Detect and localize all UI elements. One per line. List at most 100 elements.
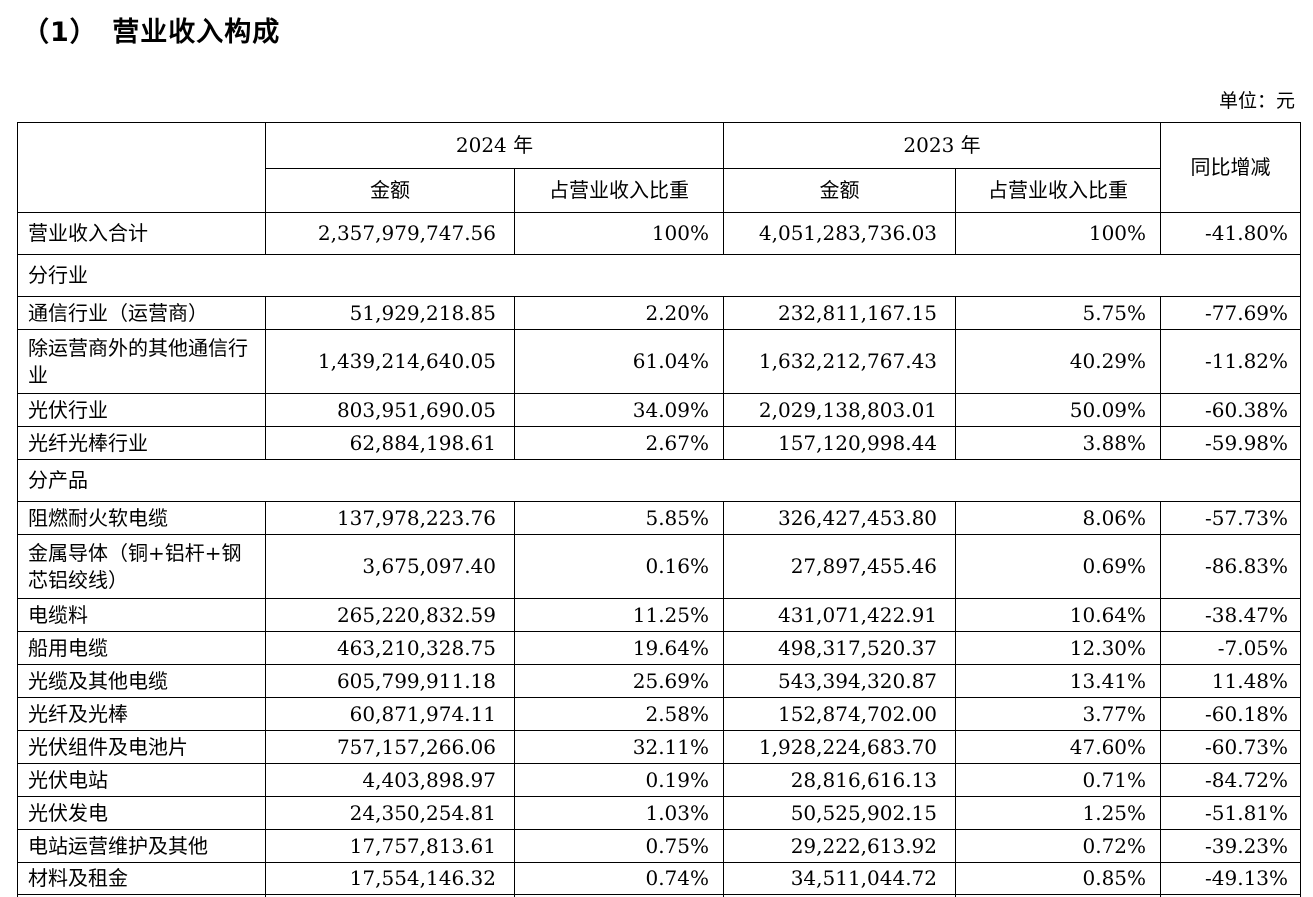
table-row: 营业收入合计 2,357,979,747.56 100% 4,051,283,736.…	[17, 212, 1302, 255]
cell-amount-2024: 3,675,097.40	[265, 534, 515, 599]
row-label: 阻燃耐火软电缆	[17, 501, 266, 535]
cell-amount-2024: 4,403,898.97	[265, 763, 515, 797]
cell-amount-2024: 60,871,974.11	[265, 697, 515, 731]
header-amount-2023: 金额	[723, 168, 957, 213]
cell-yoy: -38.47%	[1160, 598, 1302, 632]
cell-amount-2024: 757,157,266.06	[265, 730, 515, 764]
table-row: 金属导体（铜+铝杆+钢芯铝绞线） 3,675,097.40 0.16% 27,897,…	[17, 534, 1302, 599]
cell-amount-2023: 1,632,212,767.43	[723, 329, 957, 394]
cell-proportion-2024: 0.16%	[513, 534, 725, 599]
cell-yoy: -84.72%	[1160, 763, 1302, 797]
cell-proportion-2024: 0.74%	[513, 862, 725, 895]
cell-yoy: -57.73%	[1160, 501, 1302, 535]
table-row: 阻燃耐火软电缆 137,978,223.76 5.85% 326,427,453.80…	[17, 501, 1302, 535]
cell-proportion-2023: 0.85%	[955, 862, 1162, 895]
partial-cell	[1160, 894, 1302, 897]
cell-amount-2024: 17,757,813.61	[265, 829, 515, 863]
cell-proportion-2024: 32.11%	[513, 730, 725, 764]
cell-amount-2023: 543,394,320.87	[723, 664, 957, 698]
table-row: 材料及租金 17,554,146.32 0.74% 34,511,044.72 0.85…	[17, 862, 1302, 895]
section-row: 分产品	[16, 459, 1302, 502]
page-title: （1） 营业收入构成	[22, 17, 281, 48]
row-label: 通信行业（运营商）	[17, 296, 266, 330]
table-row: 光纤及光棒 60,871,974.11 2.58% 152,874,702.00 3.7…	[17, 697, 1302, 731]
cell-proportion-2023: 50.09%	[955, 393, 1162, 427]
cell-amount-2023: 34,511,044.72	[723, 862, 957, 895]
cell-amount-2024: 265,220,832.59	[265, 598, 515, 632]
cell-amount-2023: 1,928,224,683.70	[723, 730, 957, 764]
cell-amount-2023: 4,051,283,736.03	[723, 212, 957, 255]
cell-amount-2023: 2,029,138,803.01	[723, 393, 957, 427]
cell-amount-2024: 51,929,218.85	[265, 296, 515, 330]
revenue-table-body: 营业收入合计 2,357,979,747.56 100% 4,051,283,736.…	[16, 212, 1302, 897]
partial-row	[17, 894, 1302, 897]
cell-proportion-2023: 1.25%	[955, 796, 1162, 830]
table-row: 光伏组件及电池片 757,157,266.06 32.11% 1,928,224,68…	[17, 730, 1302, 764]
row-label: 光伏行业	[17, 393, 266, 427]
section-label: 分产品	[16, 459, 1302, 502]
cell-proportion-2024: 5.85%	[513, 501, 725, 535]
cell-proportion-2024: 2.20%	[513, 296, 725, 330]
cell-proportion-2023: 47.60%	[955, 730, 1162, 764]
header-year-row: 2024 年 2023 年 同比增减	[17, 122, 1302, 213]
cell-proportion-2024: 0.75%	[513, 829, 725, 863]
cell-yoy: -49.13%	[1160, 862, 1302, 895]
revenue-composition-table: 2024 年 2023 年 同比增减 金额 占营业收入比重 金额 占营业收入比重…	[16, 122, 1302, 897]
header-amount-2024: 金额	[265, 168, 515, 213]
row-label: 营业收入合计	[17, 212, 266, 255]
section-label: 分行业	[16, 254, 1302, 297]
cell-proportion-2024: 100%	[513, 212, 725, 255]
cell-proportion-2024: 61.04%	[513, 329, 725, 394]
cell-yoy: -60.18%	[1160, 697, 1302, 731]
cell-amount-2023: 431,071,422.91	[723, 598, 957, 632]
cell-proportion-2023: 5.75%	[955, 296, 1162, 330]
cell-yoy: -86.83%	[1160, 534, 1302, 599]
cell-proportion-2023: 10.64%	[955, 598, 1162, 632]
table-row: 光纤光棒行业 62,884,198.61 2.67% 157,120,998.44 3.…	[17, 426, 1302, 460]
cell-proportion-2023: 100%	[955, 212, 1162, 255]
cell-amount-2023: 326,427,453.80	[723, 501, 957, 535]
table-row: 除运营商外的其他通信行业 1,439,214,640.05 61.04% 1,632,…	[17, 329, 1302, 394]
cell-yoy: -39.23%	[1160, 829, 1302, 863]
cell-proportion-2023: 40.29%	[955, 329, 1162, 394]
cell-proportion-2023: 3.77%	[955, 697, 1162, 731]
section-row: 分行业	[16, 254, 1302, 297]
table-row: 电缆料 265,220,832.59 11.25% 431,071,422.91 10.…	[17, 598, 1302, 632]
cell-amount-2024: 17,554,146.32	[265, 862, 515, 895]
cell-proportion-2023: 0.69%	[955, 534, 1162, 599]
cell-proportion-2024: 1.03%	[513, 796, 725, 830]
partial-cell	[955, 894, 1162, 897]
cell-amount-2024: 137,978,223.76	[265, 501, 515, 535]
row-label: 电缆料	[17, 598, 266, 632]
row-label: 除运营商外的其他通信行业	[17, 329, 266, 394]
cell-amount-2023: 29,222,613.92	[723, 829, 957, 863]
table-row: 船用电缆 463,210,328.75 19.64% 498,317,520.37 12…	[17, 631, 1302, 665]
cell-proportion-2023: 12.30%	[955, 631, 1162, 665]
row-label: 光纤光棒行业	[17, 426, 266, 460]
table-row: 光缆及其他电缆 605,799,911.18 25.69% 543,394,320.8…	[17, 664, 1302, 698]
cell-proportion-2024: 0.19%	[513, 763, 725, 797]
cell-amount-2024: 463,210,328.75	[265, 631, 515, 665]
cell-yoy: -41.80%	[1160, 212, 1302, 255]
partial-cell	[513, 894, 725, 897]
cell-proportion-2023: 3.88%	[955, 426, 1162, 460]
row-label: 光伏组件及电池片	[17, 730, 266, 764]
cell-amount-2023: 152,874,702.00	[723, 697, 957, 731]
cell-yoy: -11.82%	[1160, 329, 1302, 394]
cell-yoy: 11.48%	[1160, 664, 1302, 698]
header-yoy: 同比增减	[1160, 122, 1302, 213]
cell-amount-2023: 157,120,998.44	[723, 426, 957, 460]
cell-amount-2023: 28,816,616.13	[723, 763, 957, 797]
cell-proportion-2023: 0.72%	[955, 829, 1162, 863]
cell-amount-2024: 605,799,911.18	[265, 664, 515, 698]
cell-amount-2023: 498,317,520.37	[723, 631, 957, 665]
cell-amount-2024: 62,884,198.61	[265, 426, 515, 460]
row-label: 光伏发电	[17, 796, 266, 830]
cell-amount-2023: 232,811,167.15	[723, 296, 957, 330]
row-label: 光伏电站	[17, 763, 266, 797]
header-proportion-2024: 占营业收入比重	[513, 168, 725, 213]
header-proportion-2023: 占营业收入比重	[955, 168, 1162, 213]
row-label: 金属导体（铜+铝杆+钢芯铝绞线）	[17, 534, 266, 599]
cell-yoy: -60.38%	[1160, 393, 1302, 427]
